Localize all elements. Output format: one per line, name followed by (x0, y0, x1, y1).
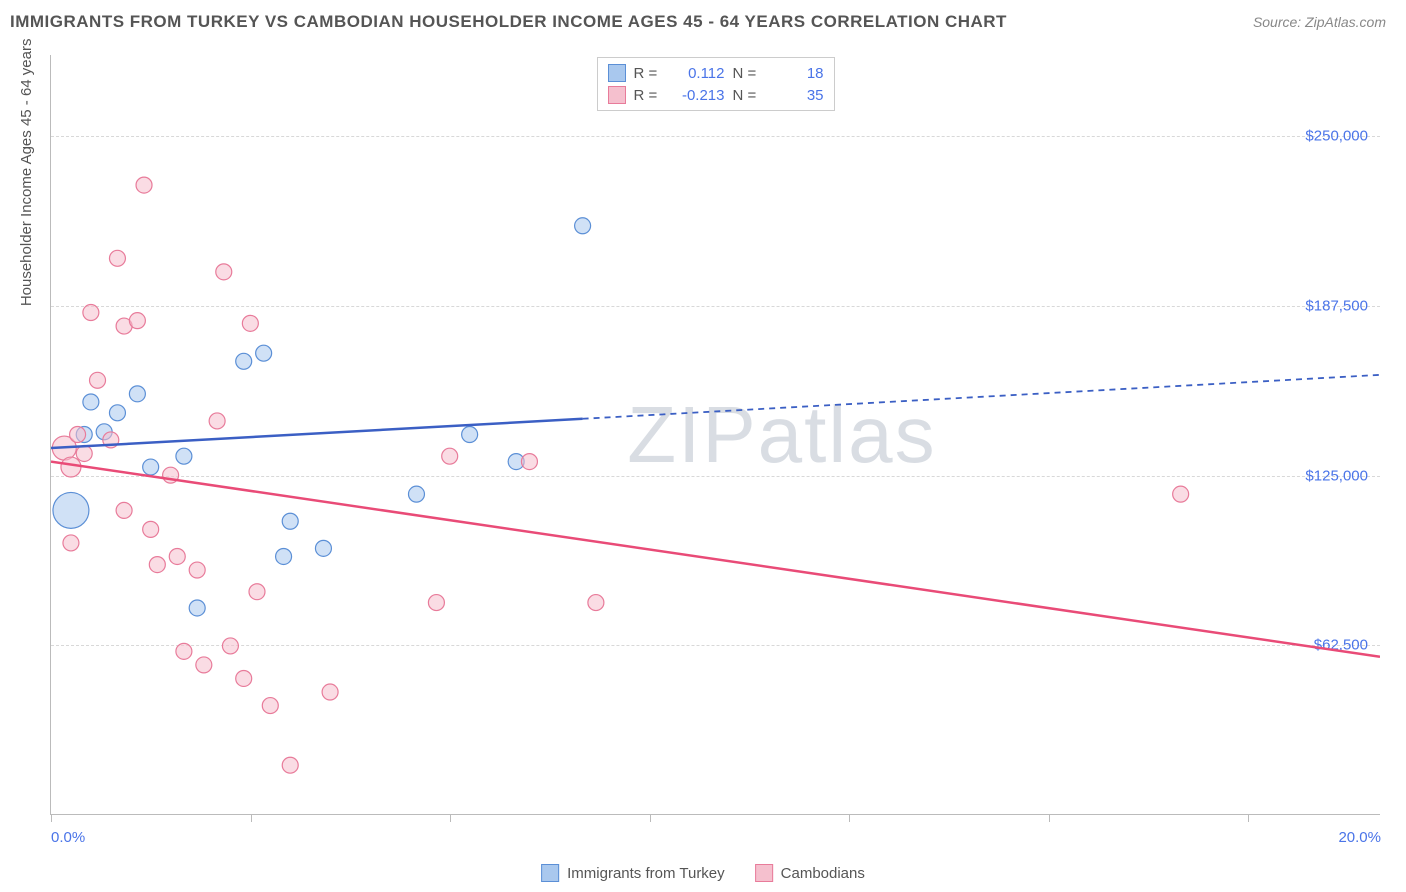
legend-r-label: R = (634, 65, 662, 82)
data-point-series-1 (442, 448, 458, 464)
x-tick (251, 814, 252, 822)
data-point-series-0 (83, 394, 99, 410)
data-point-series-1 (262, 698, 278, 714)
x-tick (51, 814, 52, 822)
data-point-series-1 (136, 177, 152, 193)
legend-row-series-1: R = -0.213 N = 35 (608, 84, 824, 106)
data-point-series-1 (236, 670, 252, 686)
x-tick (450, 814, 451, 822)
data-point-series-1 (521, 454, 537, 470)
data-point-series-0 (53, 492, 89, 528)
data-point-series-0 (276, 548, 292, 564)
data-point-series-0 (256, 345, 272, 361)
data-point-series-1 (169, 548, 185, 564)
data-point-series-1 (249, 584, 265, 600)
data-point-series-1 (242, 315, 258, 331)
chart-title: IMMIGRANTS FROM TURKEY VS CAMBODIAN HOUS… (10, 12, 1007, 32)
y-axis-label: Householder Income Ages 45 - 64 years (18, 39, 35, 307)
data-point-series-0 (176, 448, 192, 464)
legend-item-0: Immigrants from Turkey (541, 864, 725, 882)
x-tick (1049, 814, 1050, 822)
data-point-series-1 (282, 757, 298, 773)
data-point-series-1 (1173, 486, 1189, 502)
data-point-series-0 (189, 600, 205, 616)
legend-n-label: N = (733, 87, 761, 104)
data-point-series-0 (282, 513, 298, 529)
data-point-series-0 (143, 459, 159, 475)
legend-row-series-0: R = 0.112 N = 18 (608, 62, 824, 84)
legend-item-1: Cambodians (755, 864, 865, 882)
x-tick (849, 814, 850, 822)
legend-r-value-0: 0.112 (670, 65, 725, 82)
data-point-series-1 (61, 457, 81, 477)
source-attribution: Source: ZipAtlas.com (1253, 14, 1386, 30)
x-tick-label: 0.0% (51, 829, 85, 846)
data-point-series-1 (83, 305, 99, 321)
legend-n-label: N = (733, 65, 761, 82)
data-point-series-0 (315, 540, 331, 556)
data-point-series-1 (116, 502, 132, 518)
data-point-series-1 (209, 413, 225, 429)
data-point-series-1 (70, 427, 86, 443)
data-point-series-0 (575, 218, 591, 234)
data-point-series-1 (588, 595, 604, 611)
data-point-series-1 (63, 535, 79, 551)
plot-area: ZIPatlas R = 0.112 N = 18 R = -0.213 N =… (50, 55, 1380, 815)
x-tick (1248, 814, 1249, 822)
legend-n-value-0: 18 (769, 65, 824, 82)
data-point-series-0 (236, 353, 252, 369)
data-point-series-1 (176, 643, 192, 659)
legend-label-1: Cambodians (781, 865, 865, 882)
data-point-series-0 (109, 405, 125, 421)
swatch-bottom-0 (541, 864, 559, 882)
data-point-series-1 (189, 562, 205, 578)
legend-r-value-1: -0.213 (670, 87, 725, 104)
trend-line-solid-0 (51, 419, 583, 448)
trend-line-dashed-0 (583, 375, 1380, 419)
swatch-series-1 (608, 86, 626, 104)
data-point-series-1 (222, 638, 238, 654)
x-tick-label: 20.0% (1338, 829, 1381, 846)
legend-r-label: R = (634, 87, 662, 104)
data-point-series-0 (129, 386, 145, 402)
series-legend: Immigrants from Turkey Cambodians (541, 864, 865, 882)
swatch-series-0 (608, 64, 626, 82)
data-point-series-1 (428, 595, 444, 611)
data-point-series-0 (408, 486, 424, 502)
legend-label-0: Immigrants from Turkey (567, 865, 725, 882)
correlation-legend: R = 0.112 N = 18 R = -0.213 N = 35 (597, 57, 835, 111)
swatch-bottom-1 (755, 864, 773, 882)
x-tick (650, 814, 651, 822)
data-point-series-1 (196, 657, 212, 673)
legend-n-value-1: 35 (769, 87, 824, 104)
data-point-series-1 (129, 313, 145, 329)
data-point-series-1 (90, 372, 106, 388)
chart-svg (51, 55, 1380, 814)
data-point-series-0 (462, 427, 478, 443)
data-point-series-1 (149, 557, 165, 573)
data-point-series-1 (216, 264, 232, 280)
data-point-series-1 (143, 521, 159, 537)
data-point-series-1 (322, 684, 338, 700)
data-point-series-1 (109, 250, 125, 266)
data-point-series-1 (76, 445, 92, 461)
